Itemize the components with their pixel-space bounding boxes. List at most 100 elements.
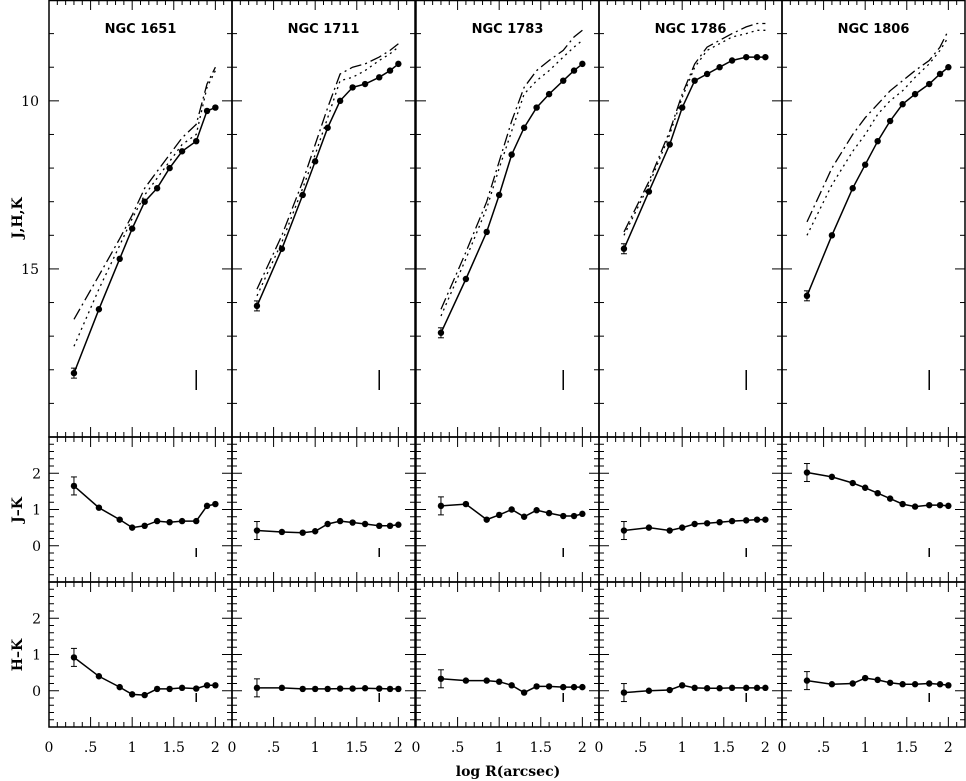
series-K-point xyxy=(753,53,761,61)
series-K-point xyxy=(386,67,394,74)
series-jk-point xyxy=(945,502,952,510)
panel-4-mag xyxy=(598,0,783,438)
series-hk-point xyxy=(495,678,503,685)
x-tick-label: .5 xyxy=(817,740,830,756)
series-jk-point xyxy=(828,473,836,481)
series-hk-point xyxy=(386,685,394,693)
panel-4-hk xyxy=(598,581,783,728)
panel-frame xyxy=(415,0,600,438)
series-jk-point xyxy=(95,504,103,511)
panel-5-mag xyxy=(781,0,966,438)
series-K-point xyxy=(666,141,673,148)
panel-title: NGC 1806 xyxy=(838,22,910,37)
series-K-point xyxy=(166,164,173,172)
series-K-point xyxy=(178,148,186,155)
x-tick-label: 0 xyxy=(45,740,54,756)
series-hk-point xyxy=(828,681,836,688)
x-tick-label: 0 xyxy=(595,740,604,756)
series-K-line xyxy=(73,106,216,374)
series-jk-point xyxy=(336,517,344,525)
x-tick-label: 1 xyxy=(861,740,870,756)
x-tick-label: 1.5 xyxy=(163,740,185,756)
series-K-point xyxy=(153,185,161,192)
series-hk-point xyxy=(716,685,723,692)
series-K-point xyxy=(361,80,369,88)
series-K-point xyxy=(324,124,331,131)
panel-4-jk xyxy=(598,436,783,583)
series-K-point xyxy=(395,60,402,68)
series-hk-point xyxy=(299,685,306,693)
x-tick-label: 1.5 xyxy=(713,740,735,756)
x-tick-label: 1.5 xyxy=(346,740,368,756)
series-jk-point xyxy=(376,522,383,530)
series-hk-point xyxy=(545,683,553,690)
y-tick-label: 10 xyxy=(21,94,39,110)
series-jk-point xyxy=(743,517,750,524)
series-hk-point xyxy=(520,689,528,696)
panel-2-mag xyxy=(231,0,416,438)
series-hk-point xyxy=(483,677,490,684)
panel-frame xyxy=(598,0,783,438)
series-hk-point xyxy=(645,687,653,694)
series-K-point xyxy=(462,275,470,283)
series-K-point xyxy=(703,70,711,78)
series-K-point xyxy=(545,90,553,98)
y-tick-label: 2 xyxy=(32,611,41,627)
series-K-point xyxy=(376,74,383,81)
series-jk-point xyxy=(926,501,933,509)
series-jk-point xyxy=(753,516,761,523)
series-K-point xyxy=(828,232,836,239)
panel-frame xyxy=(598,581,783,728)
series-jk-point xyxy=(278,528,286,536)
panel-title: NGC 1786 xyxy=(655,22,727,37)
series-K-line xyxy=(440,63,583,334)
panel-frame xyxy=(231,581,416,728)
series-K-point xyxy=(743,53,750,61)
series-K-point xyxy=(886,117,894,125)
series-K-point xyxy=(849,185,856,192)
series-hk-point xyxy=(691,684,698,692)
panel-2-hk xyxy=(231,581,416,728)
series-K-point xyxy=(116,255,123,263)
series-jk-point xyxy=(874,489,881,497)
series-hk-point xyxy=(128,691,136,698)
series-jk-point xyxy=(116,516,123,523)
series-J-line xyxy=(256,43,399,290)
series-jk-point xyxy=(666,527,673,534)
series-hk-point xyxy=(899,681,906,688)
panel-title: NGC 1711 xyxy=(288,22,360,37)
series-jk-point xyxy=(861,484,869,491)
x-tick-label: 1.5 xyxy=(896,740,918,756)
series-hk-point xyxy=(743,684,750,692)
series-K-point xyxy=(336,97,344,105)
series-K-point xyxy=(299,191,306,199)
series-H-line xyxy=(256,46,399,297)
series-hk-point xyxy=(203,682,211,689)
series-jk-point xyxy=(178,517,186,525)
series-hk-point xyxy=(936,681,944,688)
x-tick-label: 2 xyxy=(761,740,770,756)
y-tick-label: 0 xyxy=(32,539,41,555)
series-jk-point xyxy=(545,509,553,517)
series-hk-point xyxy=(361,685,369,692)
panel-frame xyxy=(415,436,600,583)
series-hk-point xyxy=(508,682,515,689)
series-jk-point xyxy=(936,501,944,509)
x-tick-label: 1 xyxy=(128,740,137,756)
panel-frame xyxy=(781,581,966,728)
series-J-line xyxy=(623,22,766,233)
series-jk-point xyxy=(495,511,503,519)
series-K-point xyxy=(212,104,219,111)
panel-frame xyxy=(415,581,600,728)
series-jk-point xyxy=(645,524,653,531)
series-jk-point xyxy=(886,495,894,502)
panel-title: NGC 1651 xyxy=(105,22,177,37)
y-tick-label: 1 xyxy=(32,503,41,519)
series-jk-point xyxy=(141,522,148,530)
series-K-point xyxy=(645,188,653,195)
series-K-point xyxy=(945,64,952,71)
series-jk-point xyxy=(560,512,567,520)
series-hk-point xyxy=(278,684,286,692)
x-tick-label: .5 xyxy=(84,740,97,756)
series-jk-point xyxy=(462,500,470,508)
